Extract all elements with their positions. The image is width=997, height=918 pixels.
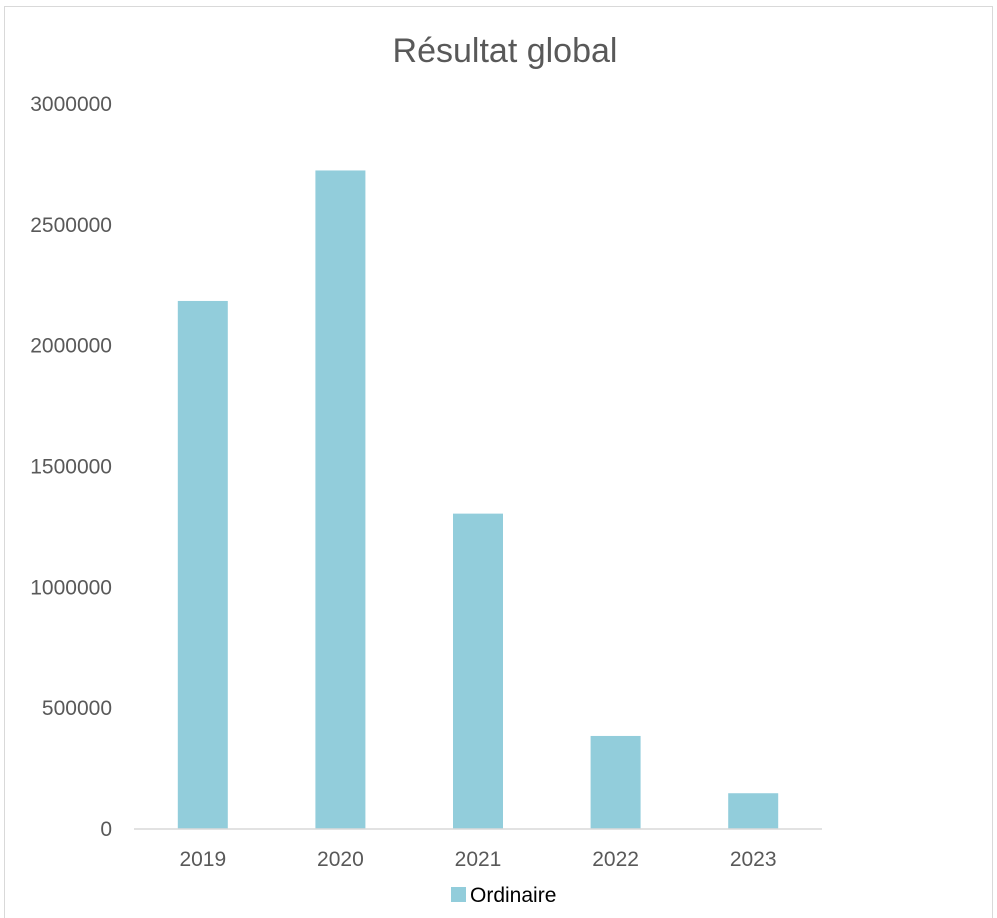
x-tick-label: 2022 [592, 848, 639, 871]
y-tick-label: 2000000 [30, 335, 112, 358]
y-axis: 0 500000 1000000 1500000 2000000 2500000 30000… [30, 93, 112, 841]
bars [177, 170, 779, 830]
x-tick-label: 2021 [455, 848, 502, 871]
bar [590, 735, 641, 829]
x-tick-label: 2023 [730, 848, 777, 871]
x-tick-label: 2020 [317, 848, 364, 871]
bar [315, 170, 366, 830]
legend-label: Ordinaire [470, 884, 556, 907]
y-tick-label: 500000 [42, 697, 112, 720]
legend: Ordinaire [451, 884, 556, 907]
y-tick-label: 1000000 [30, 576, 112, 599]
bar [177, 300, 228, 829]
y-tick-label: 2500000 [30, 214, 112, 237]
x-tick-label: 2019 [179, 848, 226, 871]
y-tick-label: 3000000 [30, 93, 112, 116]
bar [453, 513, 503, 829]
chart-title: Résultat global [393, 32, 618, 70]
bar [728, 793, 779, 829]
legend-swatch [451, 887, 466, 902]
y-tick-label: 0 [100, 818, 112, 841]
y-tick-label: 1500000 [30, 456, 112, 479]
x-axis: 2019 2020 2021 2022 2023 [179, 848, 776, 871]
